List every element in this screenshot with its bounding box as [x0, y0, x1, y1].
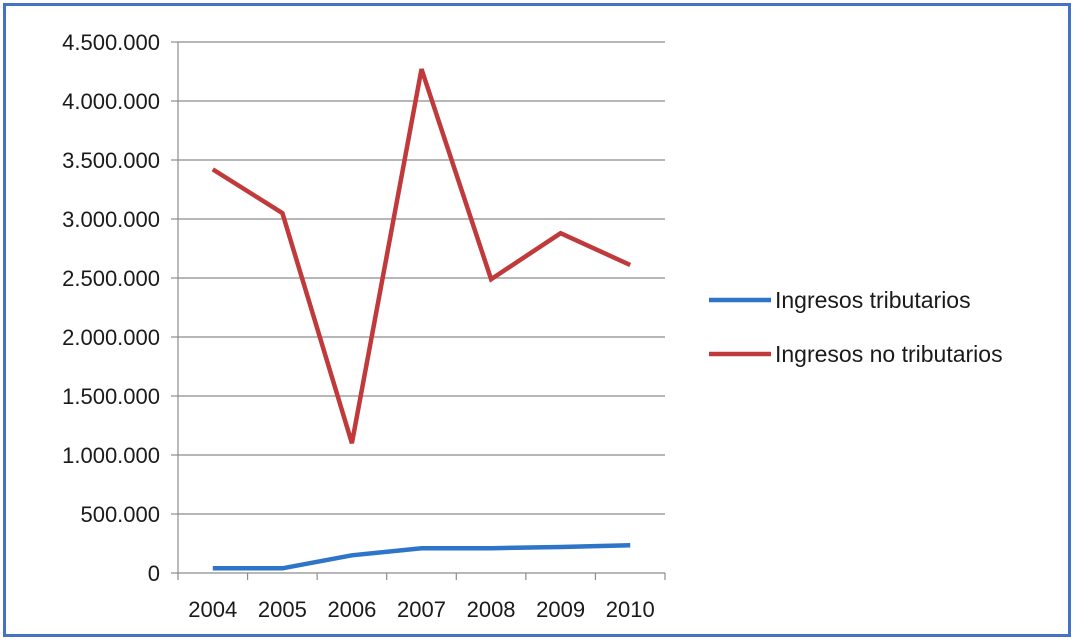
legend-item: Ingresos no tributarios	[709, 341, 1003, 367]
y-tick-label: 3.000.000	[62, 207, 160, 232]
y-tick-label: 2.000.000	[62, 325, 160, 350]
x-tick-label: 2005	[258, 597, 307, 622]
legend: Ingresos tributarios Ingresos no tributar…	[709, 287, 1003, 367]
gridlines	[178, 41, 665, 515]
y-tick-label: 4.500.000	[62, 30, 160, 55]
x-tick-label: 2009	[536, 597, 585, 622]
y-tick-label: 3.500.000	[62, 148, 160, 173]
x-tick-label: 2006	[327, 597, 376, 622]
y-tick-label: 2.500.000	[62, 266, 160, 291]
chart-frame	[3, 3, 1071, 637]
series-lines	[211, 68, 632, 571]
x-tick-label: 2008	[467, 597, 516, 622]
y-tick-label: 0	[148, 561, 160, 586]
y-tick-label: 1.500.000	[62, 384, 160, 409]
x-tick-label: 2010	[606, 597, 655, 622]
y-tick-label: 500.000	[80, 502, 160, 527]
x-axis: 2004 2005 2006 2007 2008 2009 2010	[177, 572, 666, 622]
legend-label: Ingresos no tributarios	[775, 341, 1003, 367]
series-line-1	[211, 68, 632, 444]
x-tick-label: 2007	[397, 597, 446, 622]
y-tick-label: 4.000.000	[62, 89, 160, 114]
series-line-0	[212, 543, 631, 571]
legend-label: Ingresos tributarios	[775, 287, 971, 313]
y-tick-label: 1.000.000	[62, 443, 160, 468]
y-axis: 0 500.000 1.000.000 1.500.000 2.000.000 2.500…	[62, 30, 179, 586]
legend-item: Ingresos tributarios	[709, 287, 971, 313]
x-tick-label: 2004	[188, 597, 237, 622]
